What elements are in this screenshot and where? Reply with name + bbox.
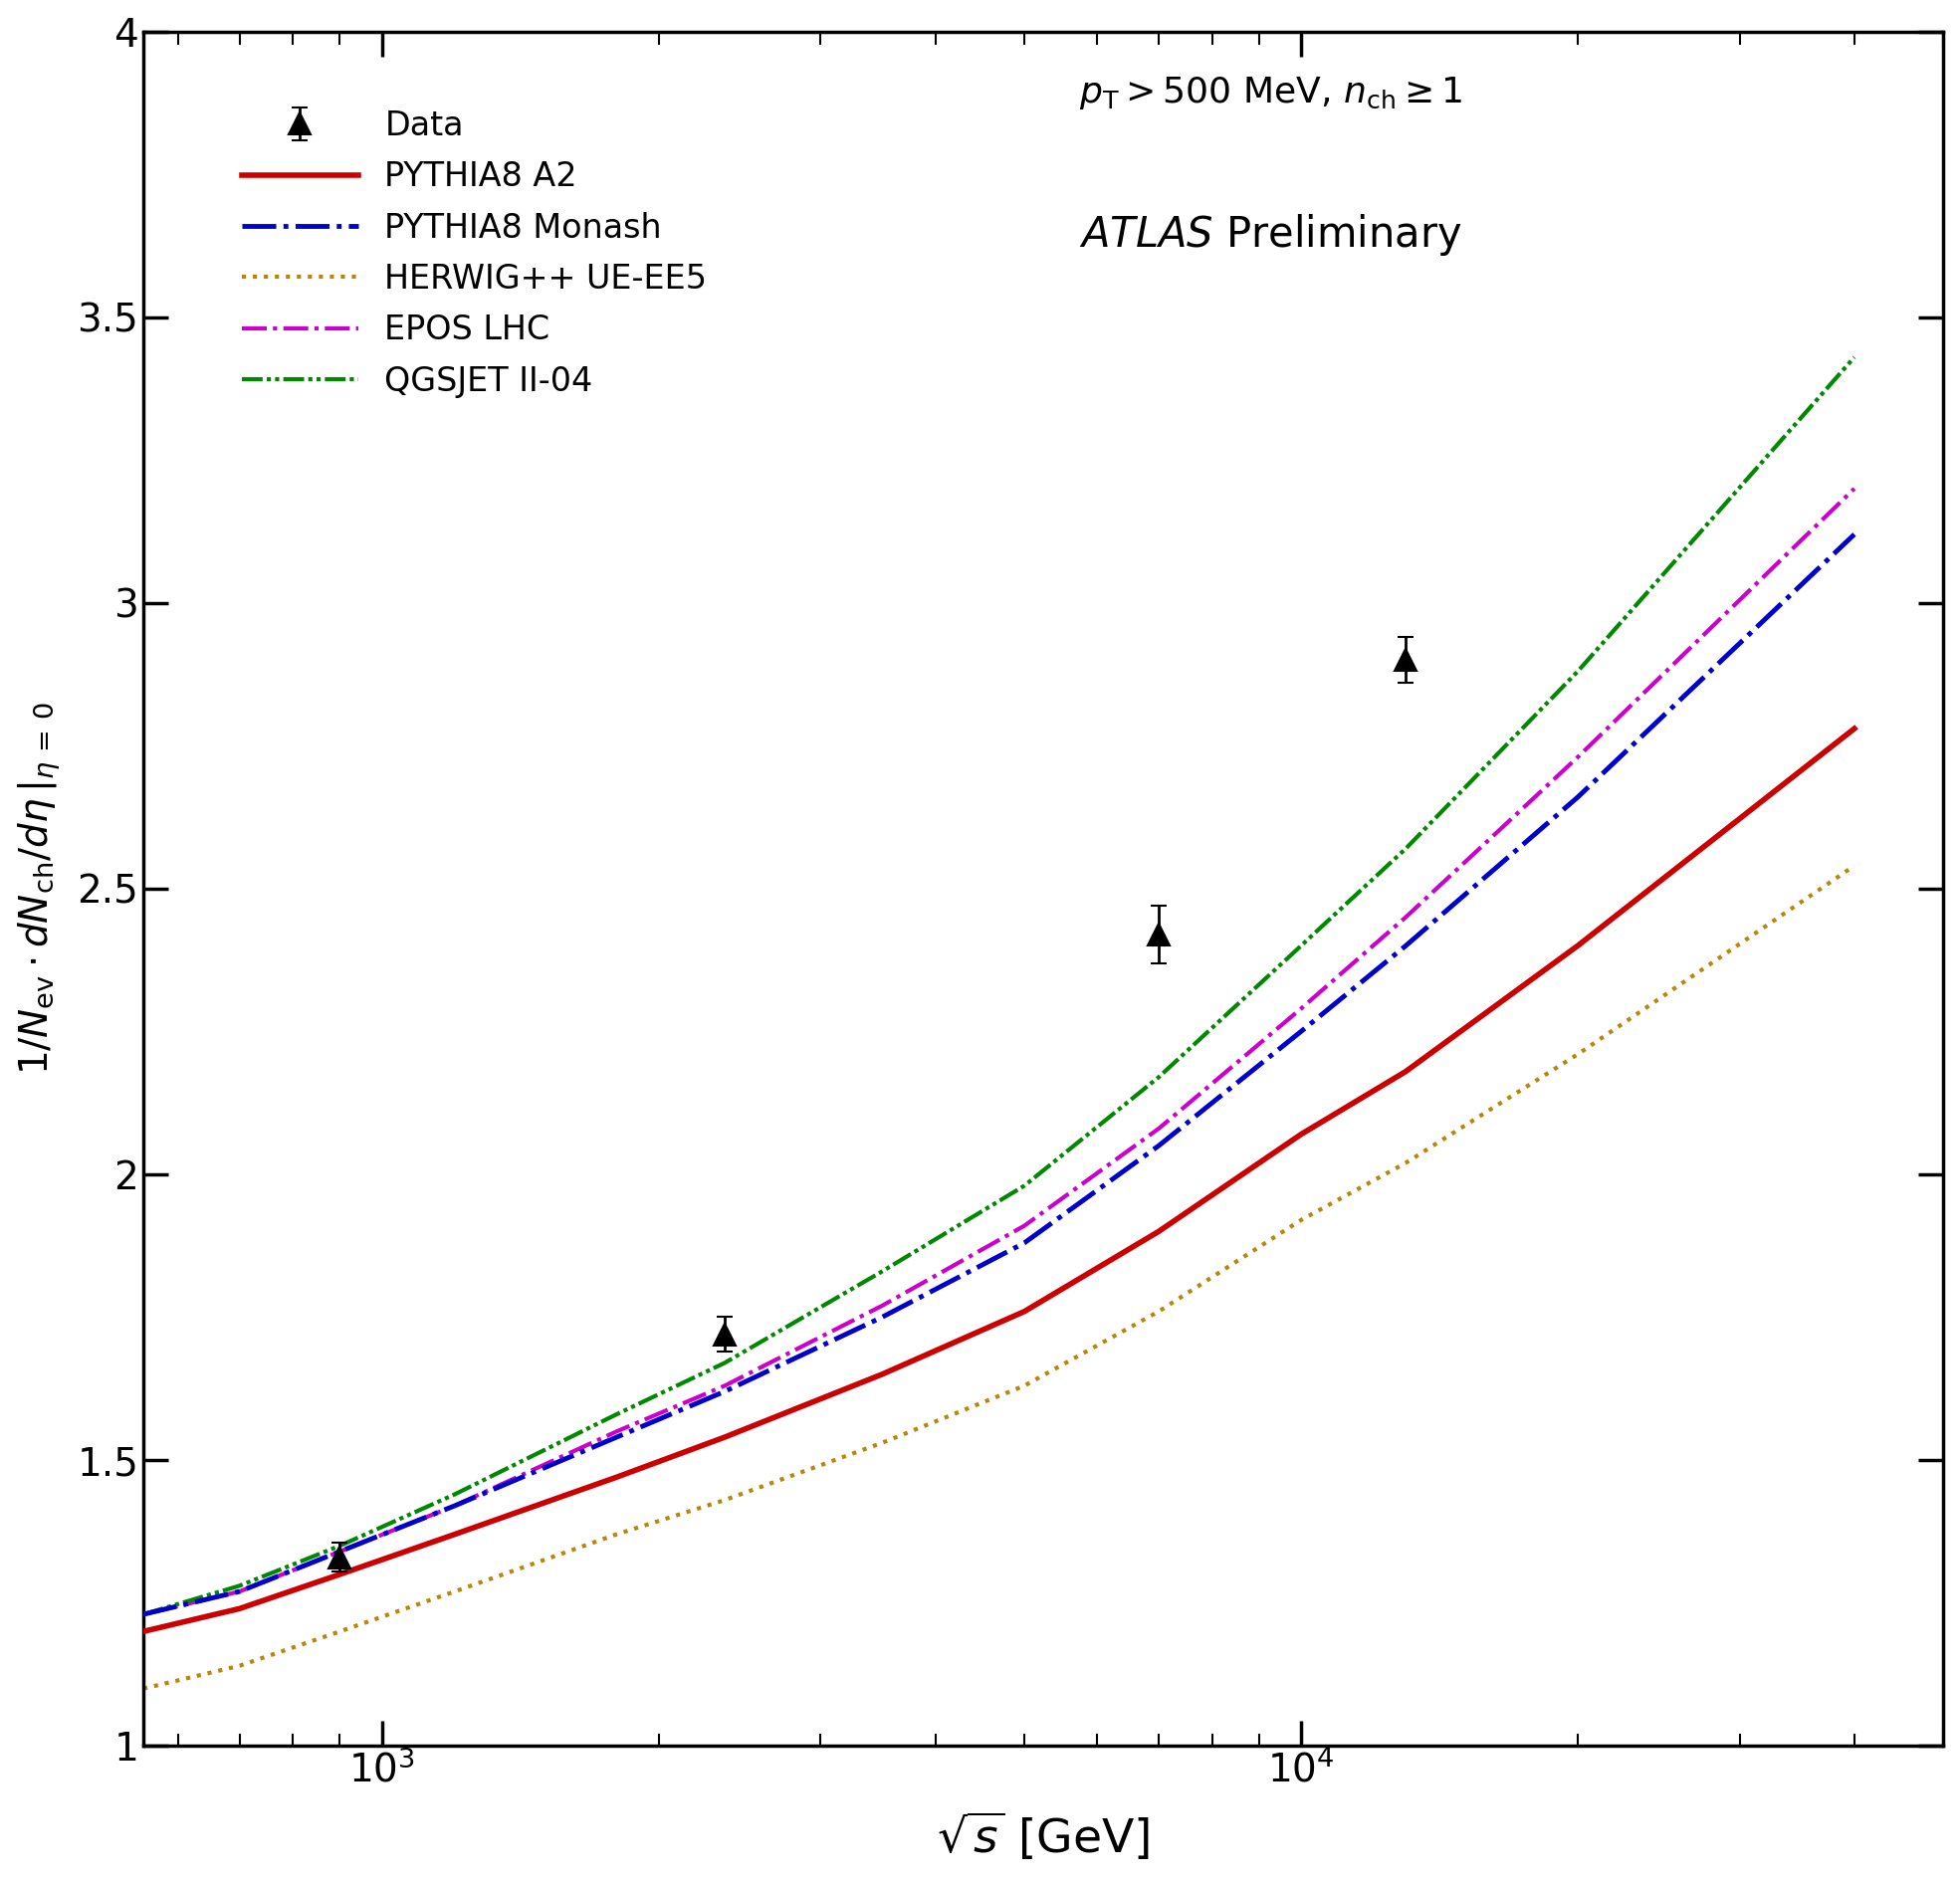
EPOS LHC [1566,746,1590,769]
PYTHIA8 A2 [131,1621,155,1643]
PYTHIA8 A2 [606,1466,629,1489]
HERWIG++ UE-EE5 [327,1621,351,1643]
QGSJET II-04 [1394,837,1417,859]
QGSJET II-04 [131,1604,155,1626]
X-axis label: $\sqrt{s}$ [GeV]: $\sqrt{s}$ [GeV] [937,1810,1151,1863]
EPOS LHC [443,1495,466,1517]
HERWIG++ UE-EE5 [131,1677,155,1700]
PYTHIA8 Monash [327,1540,351,1562]
PYTHIA8 Monash [1394,934,1417,957]
EPOS LHC [1842,478,1866,500]
PYTHIA8 Monash [443,1495,466,1517]
PYTHIA8 Monash [227,1581,251,1604]
HERWIG++ UE-EE5 [606,1523,629,1545]
QGSJET II-04 [606,1402,629,1425]
PYTHIA8 A2 [1013,1301,1037,1324]
QGSJET II-04 [1290,934,1313,957]
PYTHIA8 A2 [870,1363,894,1386]
QGSJET II-04 [227,1574,251,1596]
EPOS LHC [1147,1117,1170,1139]
HERWIG++ UE-EE5 [1147,1301,1170,1324]
EPOS LHC [327,1540,351,1562]
QGSJET II-04 [443,1483,466,1506]
EPOS LHC [227,1581,251,1604]
PYTHIA8 A2 [227,1598,251,1621]
Line: HERWIG++ UE-EE5: HERWIG++ UE-EE5 [143,867,1854,1688]
PYTHIA8 Monash [1013,1231,1037,1254]
EPOS LHC [606,1419,629,1442]
QGSJET II-04 [327,1534,351,1557]
PYTHIA8 A2 [1290,1122,1313,1145]
HERWIG++ UE-EE5 [1566,1043,1590,1066]
PYTHIA8 Monash [870,1307,894,1329]
Line: PYTHIA8 A2: PYTHIA8 A2 [143,729,1854,1632]
EPOS LHC [1394,906,1417,929]
HERWIG++ UE-EE5 [713,1489,737,1512]
Y-axis label: $1/N_{\mathrm{ev}} \cdot dN_{\mathrm{ch}} / d\eta\,|_{\eta\,=\,0}$: $1/N_{\mathrm{ev}} \cdot dN_{\mathrm{ch}… [16,703,63,1075]
HERWIG++ UE-EE5 [870,1433,894,1455]
EPOS LHC [713,1374,737,1397]
PYTHIA8 A2 [443,1523,466,1545]
PYTHIA8 A2 [1147,1220,1170,1243]
Line: PYTHIA8 Monash: PYTHIA8 Monash [143,534,1854,1615]
HERWIG++ UE-EE5 [1842,855,1866,878]
Legend: Data, PYTHIA8 A2, PYTHIA8 Monash, HERWIG++ UE-EE5, EPOS LHC, QGSJET II-04: Data, PYTHIA8 A2, PYTHIA8 Monash, HERWIG… [231,100,717,408]
QGSJET II-04 [870,1260,894,1282]
QGSJET II-04 [1147,1066,1170,1089]
HERWIG++ UE-EE5 [227,1654,251,1677]
QGSJET II-04 [1013,1175,1037,1198]
QGSJET II-04 [1566,660,1590,682]
PYTHIA8 Monash [1290,1021,1313,1043]
PYTHIA8 A2 [713,1425,737,1448]
Line: EPOS LHC: EPOS LHC [143,489,1854,1615]
PYTHIA8 A2 [1394,1060,1417,1083]
PYTHIA8 A2 [327,1562,351,1585]
HERWIG++ UE-EE5 [1290,1209,1313,1231]
QGSJET II-04 [1842,346,1866,368]
PYTHIA8 Monash [1566,786,1590,808]
PYTHIA8 A2 [1842,718,1866,741]
Text: $\mathbf{\it{ATLAS}}$ Preliminary: $\mathbf{\it{ATLAS}}$ Preliminary [1080,212,1462,258]
HERWIG++ UE-EE5 [1013,1374,1037,1397]
HERWIG++ UE-EE5 [443,1581,466,1604]
Text: $p_{\mathrm{T}} > 500$ MeV, $n_{\mathrm{ch}} \geq 1$: $p_{\mathrm{T}} > 500$ MeV, $n_{\mathrm{… [1080,75,1462,111]
PYTHIA8 Monash [131,1604,155,1626]
EPOS LHC [131,1604,155,1626]
EPOS LHC [870,1295,894,1318]
HERWIG++ UE-EE5 [1394,1152,1417,1175]
PYTHIA8 Monash [713,1380,737,1402]
EPOS LHC [1290,998,1313,1021]
EPOS LHC [1013,1214,1037,1237]
PYTHIA8 Monash [1147,1134,1170,1156]
Line: QGSJET II-04: QGSJET II-04 [143,357,1854,1615]
PYTHIA8 Monash [1842,523,1866,545]
PYTHIA8 A2 [1566,934,1590,957]
PYTHIA8 Monash [606,1425,629,1448]
QGSJET II-04 [713,1352,737,1374]
